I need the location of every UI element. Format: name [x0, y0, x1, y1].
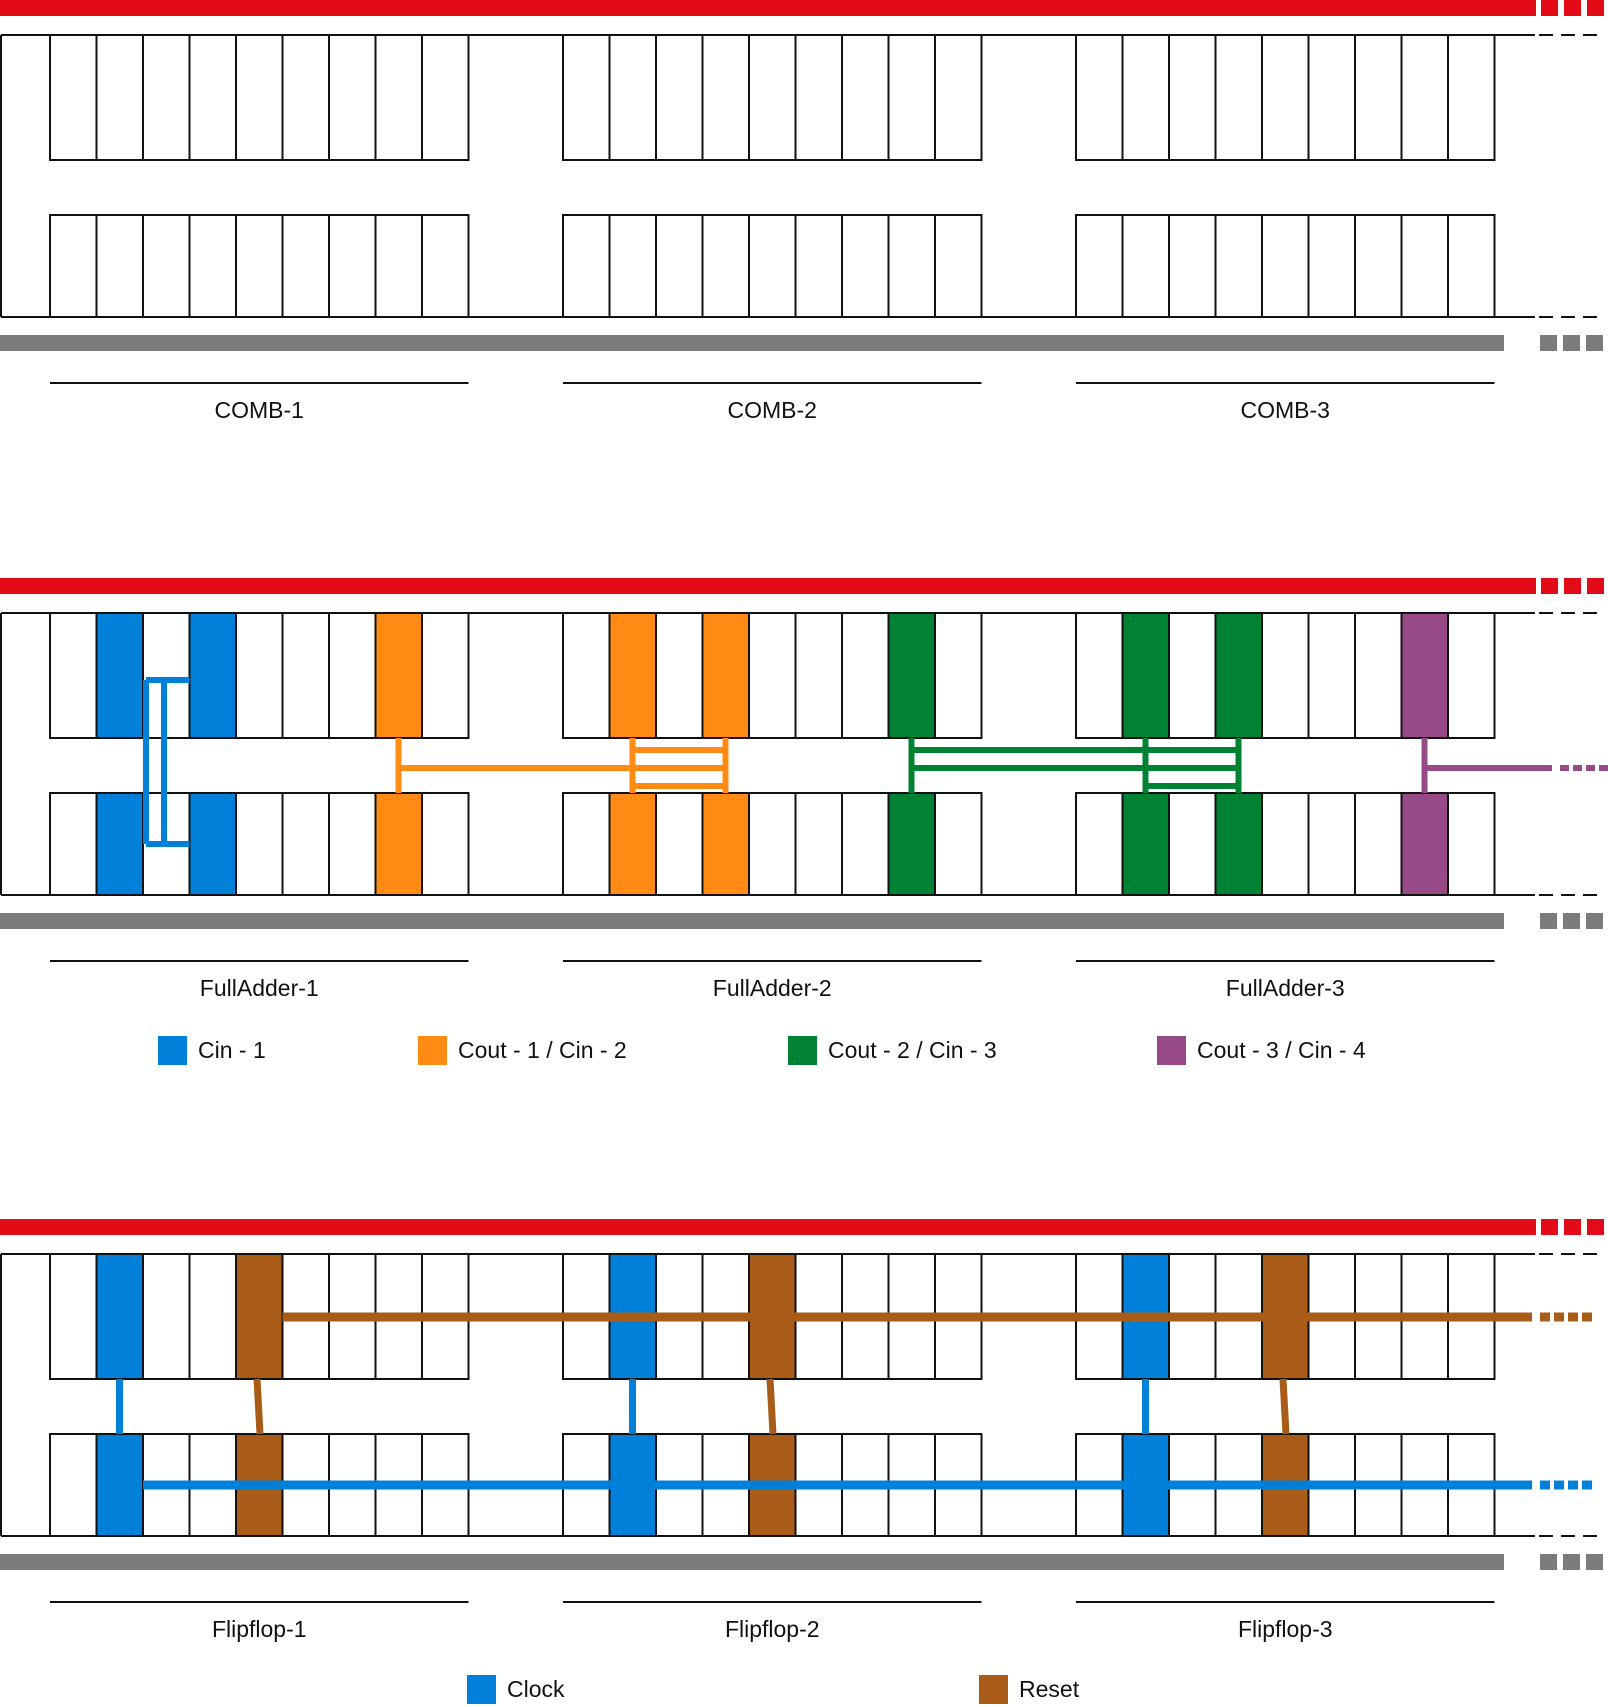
filled-cell — [702, 613, 749, 738]
legend-swatch — [418, 1036, 447, 1065]
top-rail — [0, 0, 1536, 16]
top-rail — [0, 578, 1536, 594]
legend-label: Cout - 1 / Cin - 2 — [458, 1037, 627, 1063]
bottom-rail — [0, 335, 1504, 351]
legend-label: Reset — [1019, 1676, 1080, 1702]
bottom-rail-dash — [1586, 1554, 1603, 1570]
bottom-rail-dash — [1586, 913, 1603, 929]
top-rail-dash — [1587, 1219, 1604, 1235]
bottom-rail — [0, 1554, 1504, 1570]
filled-cell — [1215, 793, 1262, 895]
cout3-bus-dash — [1573, 765, 1582, 771]
filled-cell — [1401, 613, 1448, 738]
filled-cell — [375, 793, 422, 895]
block-label: FullAdder-2 — [713, 975, 832, 1001]
block-label: COMB-2 — [728, 397, 817, 423]
top-rail-dash — [1541, 578, 1558, 594]
reset-drop — [766, 1378, 777, 1435]
reset-bus-dash — [1568, 1312, 1578, 1322]
cell-row — [1075, 34, 1496, 161]
clock-bus-dash — [1582, 1480, 1592, 1490]
clock-bus-dash — [1554, 1480, 1564, 1490]
legend-swatch — [158, 1036, 187, 1065]
legend-swatch — [788, 1036, 817, 1065]
cell-row — [49, 792, 470, 896]
block-label: Flipflop-1 — [212, 1616, 307, 1642]
block-label: Flipflop-2 — [725, 1616, 820, 1642]
cell-row — [562, 34, 983, 161]
reset-drop — [1279, 1378, 1290, 1435]
legend-label: Cout - 2 / Cin - 3 — [828, 1037, 997, 1063]
bottom-rail-dash — [1563, 913, 1580, 929]
filled-cell — [96, 793, 143, 895]
filled-cell — [888, 793, 935, 895]
filled-cell — [96, 1434, 143, 1536]
cout3-bus-dash — [1560, 765, 1569, 771]
legend-label: Cin - 1 — [198, 1037, 266, 1063]
cell-row — [49, 612, 470, 739]
top-rail-dash — [1587, 0, 1604, 16]
block-label: COMB-3 — [1241, 397, 1330, 423]
bottom-rail-dash — [1540, 1554, 1557, 1570]
filled-cell — [96, 1254, 143, 1379]
top-rail-dash — [1541, 0, 1558, 16]
cell-row — [1075, 612, 1496, 739]
filled-cell — [609, 793, 656, 895]
reset-bus-dash — [1540, 1312, 1550, 1322]
top-rail-dash — [1564, 578, 1581, 594]
bottom-rail-dash — [1540, 335, 1557, 351]
legend-swatch — [467, 1675, 496, 1704]
cout3-bus-dash — [1586, 765, 1595, 771]
filled-cell — [888, 613, 935, 738]
filled-cell — [236, 1254, 283, 1379]
clock-bus-dash — [1540, 1480, 1550, 1490]
filled-cell — [375, 613, 422, 738]
top-rail-dash — [1541, 1219, 1558, 1235]
bottom-rail-dash — [1540, 913, 1557, 929]
top-rail-dash — [1587, 578, 1604, 594]
filled-cell — [96, 613, 143, 738]
cell-row — [562, 214, 983, 318]
cout3-bus-dash — [1599, 765, 1608, 771]
filled-cell — [702, 793, 749, 895]
filled-cell — [609, 613, 656, 738]
filled-cell — [189, 793, 236, 895]
reset-bus-dash — [1582, 1312, 1592, 1322]
block-label: FullAdder-3 — [1226, 975, 1345, 1001]
block-label: Flipflop-3 — [1238, 1616, 1333, 1642]
bottom-rail-dash — [1563, 1554, 1580, 1570]
bottom-rail-dash — [1563, 335, 1580, 351]
legend-label: Cout - 3 / Cin - 4 — [1197, 1037, 1366, 1063]
block-label: FullAdder-1 — [200, 975, 319, 1001]
fulladder-panel: FullAdder-1 FullAdder-2 FullAdder-3 Cin - 1… — [0, 578, 1608, 1065]
legend-swatch — [979, 1675, 1008, 1704]
cell-row — [1075, 214, 1496, 318]
reset-drop — [253, 1378, 264, 1435]
filled-cell — [1122, 613, 1169, 738]
bottom-rail — [0, 913, 1504, 929]
cell-row — [49, 214, 470, 318]
reset-bus-dash — [1554, 1312, 1564, 1322]
clock-bus-dash — [1568, 1480, 1578, 1490]
legend-label: Clock — [507, 1676, 565, 1702]
flipflop-panel: Flipflop-1 Flipflop-2 Flipflop-3 Clock Reset — [0, 1219, 1604, 1704]
cell-row — [562, 612, 983, 739]
block-label: COMB-1 — [215, 397, 304, 423]
cell-row — [562, 792, 983, 896]
top-rail-dash — [1564, 1219, 1581, 1235]
cell-row — [49, 34, 470, 161]
cell-row — [1075, 792, 1496, 896]
filled-cell — [1401, 793, 1448, 895]
filled-cell — [189, 613, 236, 738]
comb-panel: COMB-1 COMB-2 COMB-3 — [0, 0, 1604, 423]
top-rail-dash — [1564, 0, 1581, 16]
legend-swatch — [1157, 1036, 1186, 1065]
filled-cell — [1215, 613, 1262, 738]
top-rail — [0, 1219, 1536, 1235]
bottom-rail-dash — [1586, 335, 1603, 351]
filled-cell — [1122, 793, 1169, 895]
